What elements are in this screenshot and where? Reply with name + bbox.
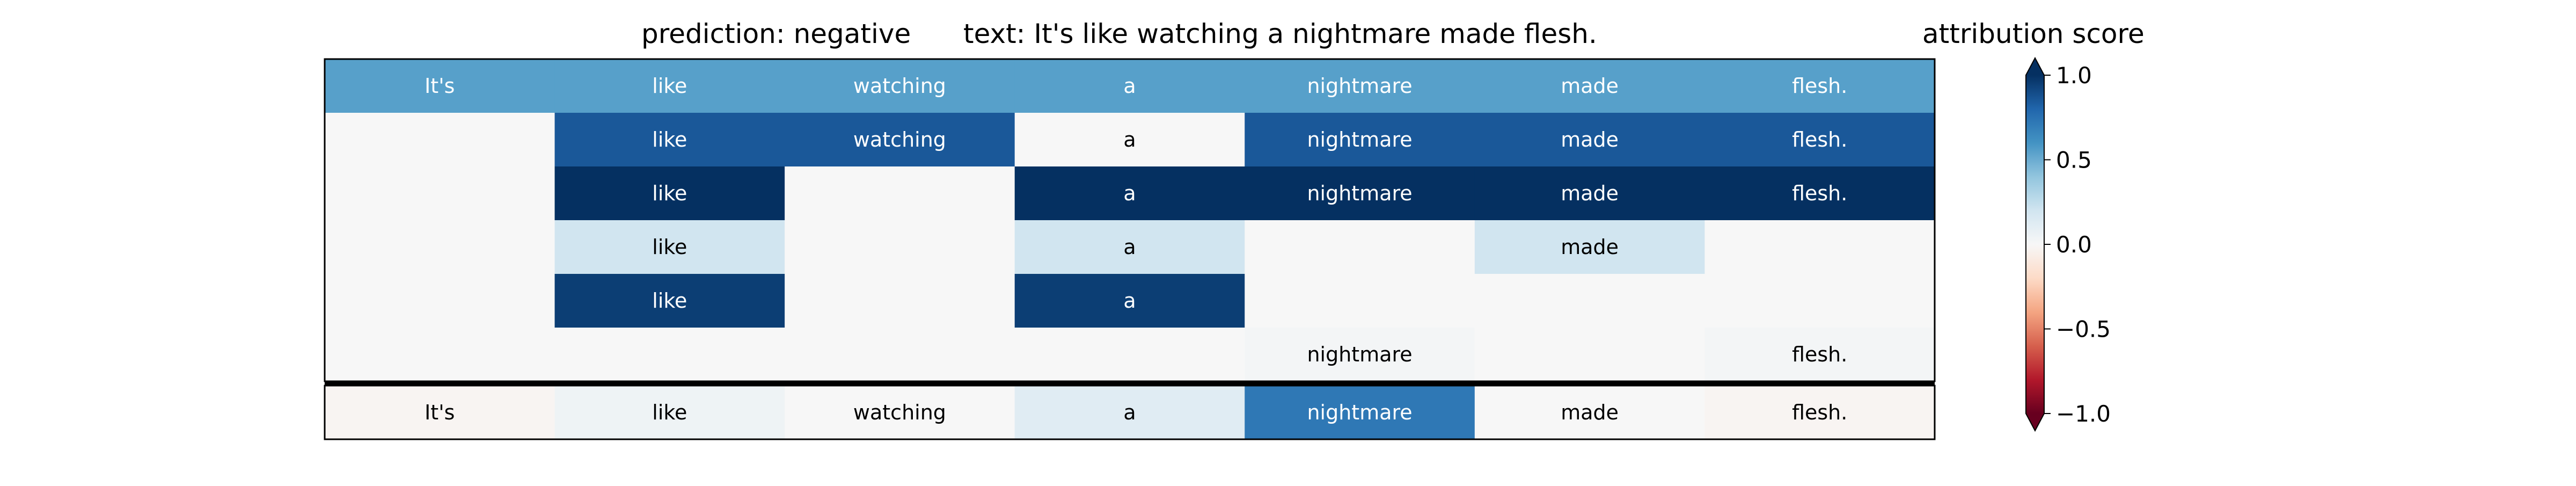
colorbar-tick-label: −0.5 (2056, 316, 2111, 343)
cell-r5-c6 (1704, 328, 1935, 382)
colorbar-max-arrow (2026, 58, 2044, 75)
bottom-cell-c6 (1704, 386, 1935, 439)
bottom-cell-label-c5: made (1561, 401, 1619, 424)
cell-r2-c1 (554, 166, 785, 221)
cell-r1-c4 (1245, 113, 1475, 167)
cell-label-r0-c0: It's (425, 74, 455, 98)
cell-r0-c6 (1704, 59, 1935, 113)
colorbar: 1.0 0.5 0.0 −0.5 −1.0 (2025, 56, 2111, 432)
cell-r2-c2 (785, 166, 1015, 221)
bottom-cell-c2 (785, 386, 1015, 439)
cell-r3-c3 (1014, 220, 1245, 274)
colorbar-tick-label: 0.0 (2056, 231, 2092, 258)
bottom-frame (324, 385, 1936, 440)
colorbar-title: attribution score (1922, 18, 2145, 49)
prediction-title: prediction: negative (641, 18, 911, 49)
cell-r0-c2 (785, 59, 1015, 113)
bottom-cell-c1 (554, 386, 785, 439)
cell-r0-c4 (1245, 59, 1475, 113)
cell-r1-c1 (554, 113, 785, 167)
cell-label-r1-c5: made (1561, 128, 1619, 151)
colorbar-tick-label: −1.0 (2056, 401, 2111, 427)
bottom-cell-c3 (1014, 386, 1245, 439)
cell-label-r2-c6: flesh. (1792, 182, 1847, 205)
cell-r4-c2 (785, 274, 1015, 328)
cell-r1-c6 (1704, 113, 1935, 167)
cell-label-r0-c2: watching (853, 74, 946, 98)
cell-label-r0-c6: flesh. (1792, 74, 1847, 98)
cell-label-r0-c1: like (652, 74, 687, 98)
cell-r1-c3 (1014, 113, 1245, 167)
cell-r4-c5 (1474, 274, 1705, 328)
cell-r5-c3 (1014, 328, 1245, 382)
text-title: text: It's like watching a nightmare mad… (963, 18, 1597, 49)
cell-label-r4-c3: a (1123, 289, 1136, 313)
cell-label-r2-c5: made (1561, 182, 1619, 205)
cell-r4-c4 (1245, 274, 1475, 328)
cell-r3-c2 (785, 220, 1015, 274)
bottom-cell-c4 (1245, 386, 1475, 439)
cell-r5-c0 (325, 328, 555, 382)
colorbar-tick-label: 0.5 (2056, 147, 2092, 173)
bottom-cell-c0 (325, 386, 555, 439)
colorbar-tick-label: 1.0 (2056, 62, 2092, 89)
cell-r2-c3 (1014, 166, 1245, 221)
upper-frame (324, 58, 1936, 382)
bottom-cell-label-c1: like (652, 401, 687, 424)
cell-r2-c6 (1704, 166, 1935, 221)
cell-r5-c2 (785, 328, 1015, 382)
cell-label-r5-c6: flesh. (1792, 343, 1847, 366)
cell-r0-c0 (325, 59, 555, 113)
colorbar-min-arrow (2026, 414, 2044, 431)
cell-label-r0-c3: a (1123, 74, 1136, 98)
heatmap-frames (324, 58, 1936, 440)
bottom-cell-label-c3: a (1123, 401, 1136, 424)
cell-label-r0-c5: made (1561, 74, 1619, 98)
cell-r5-c4 (1245, 328, 1475, 382)
cell-r4-c3 (1014, 274, 1245, 328)
cell-label-r3-c1: like (652, 235, 687, 259)
cell-r0-c1 (554, 59, 785, 113)
cell-label-r0-c4: nightmare (1307, 74, 1412, 98)
cell-r0-c3 (1014, 59, 1245, 113)
cell-label-r1-c6: flesh. (1792, 128, 1847, 151)
cell-r2-c4 (1245, 166, 1475, 221)
cell-label-r1-c3: a (1123, 128, 1136, 151)
cell-label-r3-c3: a (1123, 235, 1136, 259)
cell-label-r5-c4: nightmare (1307, 343, 1412, 366)
cell-r3-c6 (1704, 220, 1935, 274)
cell-r5-c1 (554, 328, 785, 382)
cell-r2-c5 (1474, 166, 1705, 221)
bottom-cell-label-c6: flesh. (1792, 401, 1847, 424)
cell-r3-c4 (1245, 220, 1475, 274)
cell-label-r1-c4: nightmare (1307, 128, 1412, 151)
cell-label-r1-c1: like (652, 128, 687, 151)
cell-label-r2-c3: a (1123, 182, 1136, 205)
cell-label-r2-c4: nightmare (1307, 182, 1412, 205)
cell-r5-c5 (1474, 328, 1705, 382)
heatmap-cells: It's like watching a nightmare made flesh. like… (325, 59, 1935, 439)
cell-label-r2-c1: like (652, 182, 687, 205)
cell-r1-c0 (325, 113, 555, 167)
bottom-cell-label-c4: nightmare (1307, 401, 1412, 424)
cell-label-r4-c1: like (652, 289, 687, 313)
cell-r0-c5 (1474, 59, 1705, 113)
cell-r4-c0 (325, 274, 555, 328)
bottom-cell-label-c2: watching (853, 401, 946, 424)
cell-r3-c0 (325, 220, 555, 274)
cell-r4-c1 (554, 274, 785, 328)
cell-r2-c0 (325, 166, 555, 221)
cell-r3-c5 (1474, 220, 1705, 274)
cell-r3-c1 (554, 220, 785, 274)
bottom-cell-c5 (1474, 386, 1705, 439)
bottom-cell-label-c0: It's (425, 401, 455, 424)
cell-r1-c5 (1474, 113, 1705, 167)
cell-r4-c6 (1704, 274, 1935, 328)
cell-r1-c2 (785, 113, 1015, 167)
colorbar-gradient (2026, 75, 2044, 414)
cell-label-r3-c5: made (1561, 235, 1619, 259)
cell-label-r1-c2: watching (853, 128, 946, 151)
